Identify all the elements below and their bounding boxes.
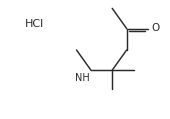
Text: HCl: HCl <box>24 19 44 29</box>
Text: NH: NH <box>74 73 89 83</box>
Text: O: O <box>151 23 160 33</box>
